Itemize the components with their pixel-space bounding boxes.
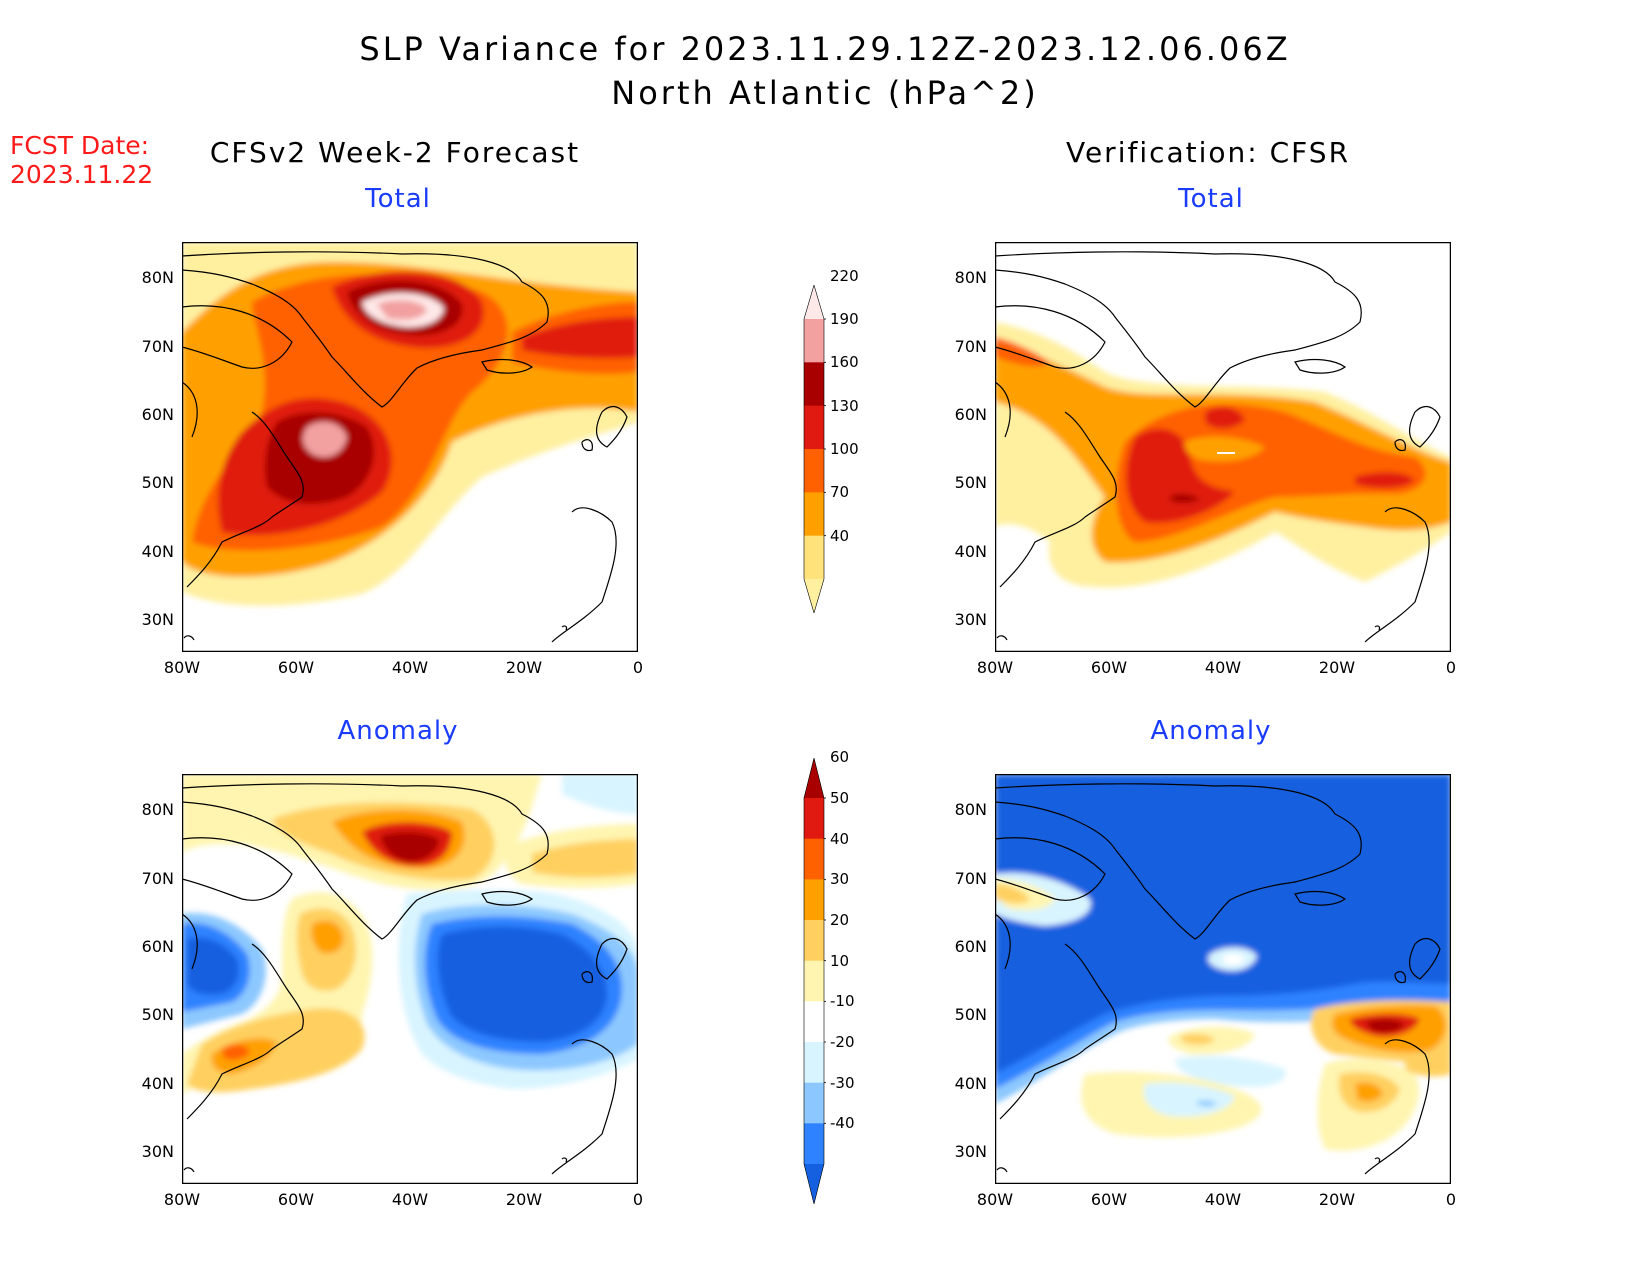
colorbar-top-triangle (804, 285, 824, 319)
verification-anomaly-lon-label: 80W (976, 1190, 1014, 1209)
forecast-total-lon-label: 40W (391, 658, 429, 677)
colorbar-segment (804, 1001, 824, 1043)
forecast-total-lat-label: 30N (141, 610, 174, 630)
verification-total-lon-label: 0 (1445, 658, 1457, 677)
verification-anomaly-lon-label: 0 (1445, 1190, 1457, 1209)
verification-anomaly-map (995, 774, 1451, 1184)
colorbar-segment (804, 879, 824, 921)
anomaly-colorbar (802, 756, 827, 1205)
verification-total-lat-label: 50N (954, 473, 987, 493)
forecast-total-subtitle: Total (365, 184, 431, 214)
colorbar-label: -40 (830, 1114, 855, 1133)
colorbar-segment (804, 1082, 824, 1124)
verification-anomaly-lat-label: 80N (954, 800, 987, 820)
verification-total-lon-label: 80W (976, 658, 1014, 677)
verification-total-lon-label: 60W (1090, 658, 1128, 677)
forecast-anomaly-lat-label: 40N (141, 1073, 174, 1093)
forecast-anomaly-lat-label: 60N (141, 937, 174, 957)
forecast-anomaly-lon-label: 0 (632, 1190, 644, 1209)
verification-total-lon-label: 40W (1204, 658, 1242, 677)
forecast-anomaly-lat-label: 80N (141, 800, 174, 820)
total-colorbar (802, 275, 827, 615)
verification-total-lat-label: 40N (954, 541, 987, 561)
verification-total-lon-label: 20W (1318, 658, 1356, 677)
colorbar-label: 220 (830, 266, 859, 285)
verification-total-subtitle: Total (1178, 184, 1244, 214)
forecast-anomaly-lon-label: 20W (505, 1190, 543, 1209)
colorbar-segment (804, 492, 824, 537)
colorbar-segment (804, 1042, 824, 1084)
verification-anomaly-lon-label: 60W (1090, 1190, 1128, 1209)
forecast-total-lat-label: 70N (141, 336, 174, 356)
forecast-total-map (182, 242, 638, 652)
fcst-date-value: 2023.11.22 (10, 160, 154, 189)
right-column-title: Verification: CFSR (1065, 136, 1351, 169)
forecast-anomaly-map (182, 774, 638, 1184)
colorbar-label: -20 (830, 1033, 855, 1051)
forecast-total-lat-label: 40N (141, 541, 174, 561)
colorbar-label: 190 (830, 310, 859, 328)
colorbar-segment (804, 838, 824, 880)
colorbar-top-triangle (804, 758, 824, 798)
colorbar-label: 10 (830, 951, 850, 970)
verification-total-map (995, 242, 1451, 652)
colorbar-label: -10 (830, 992, 855, 1011)
forecast-anomaly-lat-label: 30N (141, 1142, 174, 1162)
verification-anomaly-lon-label: 40W (1204, 1190, 1242, 1209)
main-subtitle: North Atlantic (hPa^2) (611, 74, 1039, 112)
colorbar-bottom-triangle (804, 1164, 824, 1204)
forecast-anomaly-subtitle: Anomaly (337, 716, 459, 746)
forecast-total-lat-label: 60N (141, 405, 174, 425)
main-title: SLP Variance for 2023.11.29.12Z-2023.12.… (359, 30, 1291, 68)
colorbar-label: 30 (830, 870, 850, 889)
colorbar-label: 60 (830, 748, 850, 767)
forecast-total-lon-label: 20W (505, 658, 543, 677)
colorbar-bottom-triangle (804, 579, 824, 613)
verification-total-lat-label: 60N (954, 405, 987, 425)
fcst-date-label: FCST Date: (10, 131, 150, 160)
colorbar-label: 100 (830, 440, 859, 458)
colorbar-segment (804, 798, 824, 840)
verification-anomaly-lat-label: 30N (954, 1142, 987, 1162)
colorbar-segment (804, 362, 824, 407)
colorbar-label: 50 (830, 789, 850, 807)
forecast-anomaly-lon-label: 40W (391, 1190, 429, 1209)
forecast-anomaly-lat-label: 50N (141, 1005, 174, 1025)
colorbar-label: 160 (830, 353, 859, 372)
colorbar-segment (804, 1123, 824, 1165)
verification-total-lat-label: 30N (954, 610, 987, 630)
colorbar-label: 40 (830, 526, 850, 545)
colorbar-segment (804, 960, 824, 1002)
colorbar-label: 130 (830, 396, 859, 415)
colorbar-segment (804, 449, 824, 493)
verification-anomaly-lat-label: 40N (954, 1073, 987, 1093)
verification-anomaly-lat-label: 60N (954, 937, 987, 957)
verification-anomaly-subtitle: Anomaly (1150, 716, 1272, 746)
forecast-anomaly-lon-label: 60W (277, 1190, 315, 1209)
left-column-title: CFSv2 Week-2 Forecast (209, 136, 581, 169)
colorbar-segment (804, 405, 824, 450)
verification-total-lat-label: 80N (954, 268, 987, 288)
colorbar-label: 40 (830, 829, 850, 848)
verification-anomaly-lon-label: 20W (1318, 1190, 1356, 1209)
forecast-total-lon-label: 60W (277, 658, 315, 677)
forecast-total-lon-label: 0 (632, 658, 644, 677)
colorbar-segment (804, 535, 824, 580)
colorbar-label: 70 (830, 483, 850, 502)
colorbar-segment (804, 920, 824, 962)
forecast-total-lon-label: 80W (163, 658, 201, 677)
colorbar-label: -30 (830, 1073, 855, 1092)
forecast-total-lat-label: 50N (141, 473, 174, 493)
verification-total-lat-label: 70N (954, 336, 987, 356)
forecast-anomaly-lat-label: 70N (141, 868, 174, 888)
forecast-anomaly-lon-label: 80W (163, 1190, 201, 1209)
colorbar-segment (804, 319, 824, 363)
colorbar-label: 20 (830, 911, 850, 929)
verification-anomaly-lat-label: 70N (954, 868, 987, 888)
forecast-total-lat-label: 80N (141, 268, 174, 288)
verification-anomaly-lat-label: 50N (954, 1005, 987, 1025)
